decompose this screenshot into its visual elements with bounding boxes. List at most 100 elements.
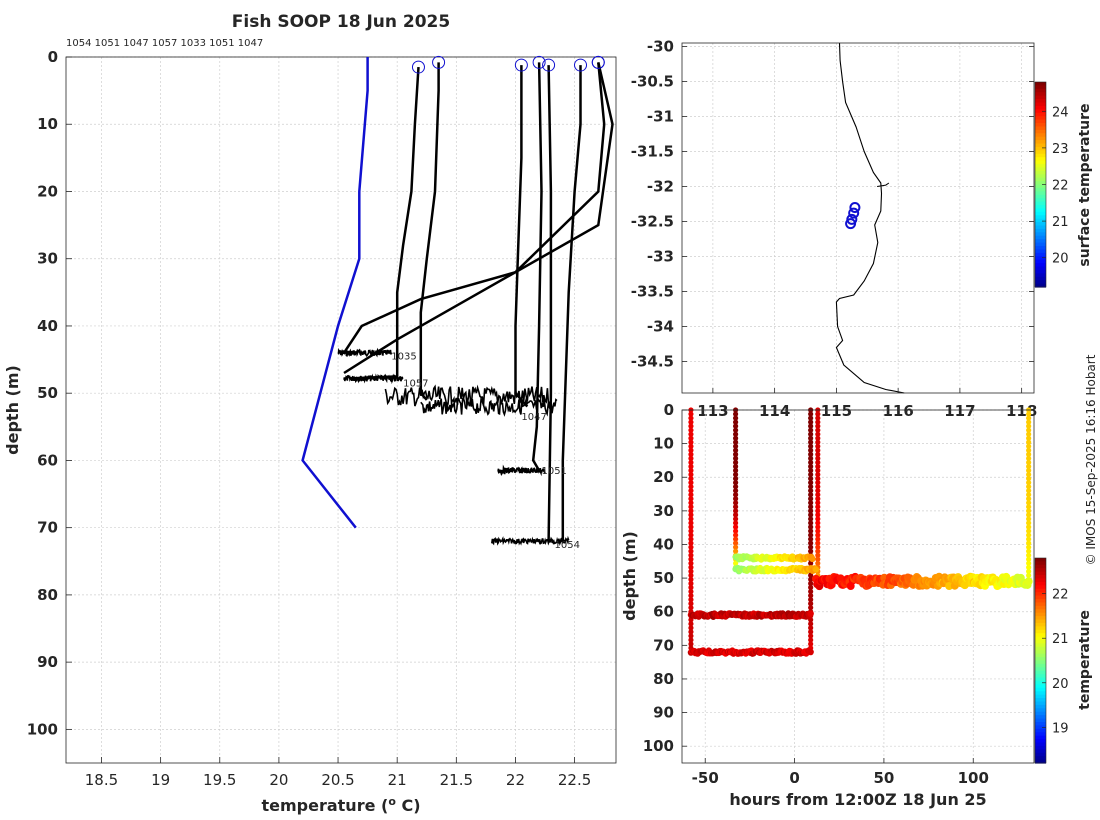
section-colorbar-tick-label: 21 — [1052, 632, 1069, 647]
map-colorbar-band — [1035, 133, 1046, 138]
section-profile-dot — [808, 423, 814, 429]
section-profile-dot — [808, 641, 814, 647]
section-profile-dot — [1026, 488, 1032, 494]
section-profile-dot — [1026, 568, 1032, 574]
section-profile-dot — [1026, 496, 1032, 502]
section-profile-dot — [1026, 439, 1032, 445]
section-colorbar-band — [1035, 605, 1046, 610]
section-profile-dot — [808, 467, 814, 474]
section-profile-dot — [688, 560, 694, 566]
section-profile-dot — [808, 492, 814, 498]
drop-start-marker-1054b — [574, 58, 588, 72]
section-colorbar-band — [1035, 561, 1046, 566]
section-y-tick-label: 30 — [653, 502, 674, 520]
map-colorbar-band — [1035, 276, 1046, 281]
map-colorbar-band — [1035, 177, 1046, 182]
section-x-tick-label: -50 — [692, 769, 719, 787]
map-lat-tick-label: -30 — [647, 38, 674, 56]
section-colorbar-band — [1035, 633, 1046, 638]
section-colorbar-band — [1035, 756, 1046, 761]
profile-y-tick-label: 10 — [37, 115, 58, 133]
section-profile-dot — [1026, 467, 1032, 474]
profile-x-tick-label: 19.5 — [203, 771, 236, 789]
section-profile-dot — [815, 439, 821, 445]
section-x-axis-label: hours from 12:00Z 18 Jun 25 — [729, 790, 986, 809]
map-colorbar-band — [1035, 82, 1046, 87]
section-colorbar-band — [1035, 745, 1046, 750]
section-profile-dot — [808, 439, 814, 445]
section-profile-dot — [688, 496, 694, 502]
profile-panel: 1035 1057 1047 1051 1054 18.5 19 19.5 20 20.5 21 2… — [3, 12, 617, 815]
section-profile-dot — [808, 471, 814, 478]
section-profile-dot — [1026, 423, 1032, 429]
section-profile-dot — [815, 435, 821, 441]
section-profile-dot — [688, 500, 694, 506]
section-profile-dot — [808, 463, 814, 470]
map-colorbar-band — [1035, 88, 1046, 93]
section-profile-dot — [815, 471, 821, 478]
section-profile-dot — [1026, 435, 1032, 441]
map-colorbar-band — [1035, 280, 1046, 285]
profile-x-tick-label: 21 — [388, 771, 407, 789]
section-band-dot — [812, 566, 820, 573]
profile-y-axis-label: depth (m) — [3, 365, 22, 455]
section-profile-dot — [808, 601, 814, 607]
section-profile-dot — [815, 544, 821, 550]
section-profile-dot — [733, 548, 739, 554]
map-panel: -30 -30.5 -31 -31.5 -32 -32.5 -33 -33.5 -34 -34.5… — [631, 38, 1093, 421]
section-profile-dot — [688, 447, 694, 453]
section-profile-dot — [815, 451, 821, 457]
map-colorbar-band — [1035, 194, 1046, 199]
section-profile-dot — [1026, 463, 1032, 470]
profile-title: Fish SOOP 18 Jun 2025 — [232, 12, 450, 32]
section-profile-dot — [815, 467, 821, 474]
map-colorbar-band — [1035, 198, 1046, 203]
section-profile-dot — [815, 475, 821, 482]
profile-bottom-noise-0 — [337, 347, 393, 358]
section-profile-dot — [815, 516, 821, 522]
map-lon-tick-label: 113 — [697, 402, 728, 420]
section-profile-dot — [808, 524, 814, 530]
map-colorbar-band — [1035, 184, 1046, 189]
section-colorbar-band — [1035, 759, 1046, 764]
section-profile-dot — [688, 548, 694, 554]
map-colorbar-band — [1035, 225, 1046, 230]
map-colorbar-band — [1035, 146, 1046, 151]
drop-start-marker-1051b — [591, 55, 605, 69]
section-profile-dot — [1026, 455, 1032, 462]
section-profile-dot — [688, 419, 694, 425]
section-profile-dot — [815, 556, 821, 562]
section-colorbar-band — [1035, 657, 1046, 662]
section-profile-dot — [733, 516, 739, 522]
section-profile-dot — [733, 524, 739, 530]
section-profile-dot — [808, 572, 814, 579]
map-colorbar-band — [1035, 160, 1046, 165]
map-colorbar-band — [1035, 109, 1046, 114]
section-colorbar-band — [1035, 578, 1046, 583]
section-profile-dot — [808, 548, 814, 554]
section-profile-dot — [808, 435, 814, 441]
section-profile-dot — [815, 411, 821, 417]
map-lat-tick-label: -34 — [647, 318, 674, 336]
map-colorbar-band — [1035, 150, 1046, 155]
map-colorbar-tick-label: 20 — [1052, 252, 1069, 267]
section-profile-dot — [733, 475, 739, 482]
map-lon-tick-label: 114 — [759, 402, 790, 420]
drop-start-marker-1051 — [532, 55, 546, 69]
section-profile-dot — [688, 597, 694, 603]
drop-start-marker-1033 — [432, 55, 446, 69]
section-colorbar-label: temperature — [1077, 610, 1093, 710]
map-colorbar-tick-label: 22 — [1052, 179, 1069, 194]
map-colorbar-band — [1035, 167, 1046, 172]
section-profile-dot — [815, 548, 821, 554]
section-profile-dot — [733, 463, 739, 470]
section-profile-dot — [688, 467, 694, 474]
map-colorbar-band — [1035, 239, 1046, 244]
section-profile-dot — [733, 459, 739, 466]
section-profile-dot — [808, 443, 814, 449]
map-colorbar-band — [1035, 273, 1046, 278]
section-profile-dot — [808, 419, 814, 425]
coastline — [835, 42, 905, 394]
section-profile-dot — [1026, 484, 1032, 490]
drop-label: 1054 — [554, 540, 579, 551]
